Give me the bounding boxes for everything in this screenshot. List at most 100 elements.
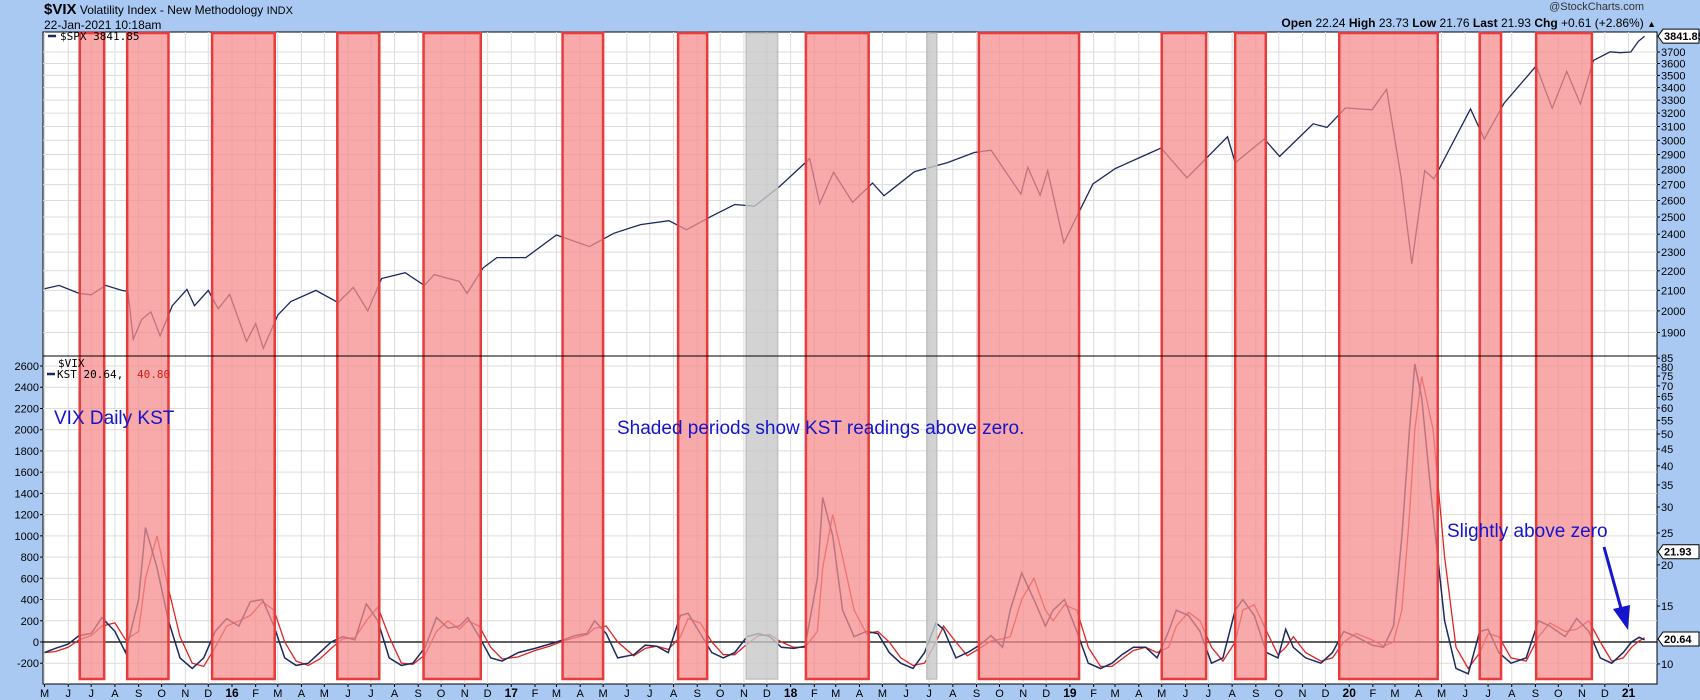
x-tick-label: D: [1322, 688, 1330, 700]
arrow-icon: [1602, 546, 1630, 630]
x-tick-label: N: [1578, 688, 1586, 700]
left-axis-label: 1200: [15, 510, 39, 522]
tag-box: [1657, 631, 1700, 647]
x-tick-label: A: [1508, 688, 1516, 700]
vix-legend: $VIX: [58, 357, 85, 370]
x-tick-label: D: [204, 688, 212, 700]
x-tick-label: M: [1390, 688, 1399, 700]
left-axis-label: 2600: [15, 361, 39, 373]
x-tick-label: D: [1042, 688, 1050, 700]
right-axis-label: 75: [1661, 371, 1673, 383]
x-tick-label: N: [1299, 688, 1307, 700]
left-axis-label: 2400: [15, 382, 39, 394]
right-axis-label: 2100: [1661, 285, 1685, 297]
x-tick-label: A: [1228, 688, 1236, 700]
right-axis-label: 65: [1661, 391, 1673, 403]
x-tick-label: M: [878, 688, 887, 700]
x-tick-label: M: [1110, 688, 1119, 700]
vix-value-tag: 21.93: [1657, 544, 1700, 560]
x-tick-label: 20: [1343, 686, 1357, 700]
x-tick-label: J: [903, 688, 909, 700]
right-axis-label: 2400: [1661, 229, 1685, 241]
x-tick-label: O: [1275, 688, 1284, 700]
right-axis-label: 30: [1661, 502, 1673, 514]
tag-box: [1657, 28, 1700, 44]
x-tick-label: O: [157, 688, 166, 700]
right-axis-label: 2200: [1661, 266, 1685, 278]
x-tick-label: J: [65, 688, 71, 700]
x-tick-label: A: [670, 688, 678, 700]
right-axis-label: 3300: [1661, 95, 1685, 107]
right-axis-label: 35: [1661, 480, 1673, 492]
right-axis-label: 20: [1661, 560, 1673, 572]
annotation-title: VIX Daily KST: [54, 408, 175, 429]
left-axis-label: 2000: [15, 425, 39, 437]
x-tick-label: D: [1601, 688, 1609, 700]
spx-legend: $SPX 3841.85: [60, 30, 139, 43]
x-tick-label: M: [552, 688, 561, 700]
x-tick-label: J: [1183, 688, 1189, 700]
right-axis-label: 3600: [1661, 59, 1685, 71]
x-tick-label: J: [624, 688, 630, 700]
symbol: $VIX: [44, 1, 77, 18]
right-axis-label: 3000: [1661, 135, 1685, 147]
right-axis-label: 2000: [1661, 306, 1685, 318]
left-axis-label: 2200: [15, 403, 39, 415]
x-tick-label: D: [763, 688, 771, 700]
right-axis-label: 1900: [1661, 327, 1685, 339]
right-axis-label: 85: [1661, 353, 1673, 365]
tag-text: 3841.85: [1664, 31, 1700, 43]
x-tick-label: N: [1019, 688, 1027, 700]
x-tick-label: A: [1415, 688, 1423, 700]
right-axis-label: 2500: [1661, 212, 1685, 224]
chart-datetime: 22-Jan-2021 10:18am: [44, 18, 162, 32]
top-legend: $SPX 3841.85: [48, 30, 139, 43]
left-axis-label: 1400: [15, 488, 39, 500]
x-tick-label: M: [40, 688, 49, 700]
right-axis-label: 2300: [1661, 247, 1685, 259]
right-axis-label: 3100: [1661, 121, 1685, 133]
x-tick-label: F: [1369, 688, 1376, 700]
x-tick-label: M: [273, 688, 282, 700]
spx-value-tag: 3841.85: [1657, 28, 1700, 44]
x-tick-label: A: [576, 688, 584, 700]
x-tick-label: J: [647, 688, 653, 700]
x-tick-label: S: [1532, 688, 1539, 700]
left-axis-label: 1800: [15, 446, 39, 458]
x-tick-label: M: [1157, 688, 1166, 700]
right-axis-label: 3500: [1661, 70, 1685, 82]
right-axis-label: 2900: [1661, 150, 1685, 162]
exchange: INDX: [266, 5, 293, 17]
right-axis-label: 25: [1661, 528, 1673, 540]
x-tick-label: F: [252, 688, 259, 700]
x-tick-label: F: [1090, 688, 1097, 700]
bottom-legend: $VIX KST 20.64, 40.80: [47, 357, 170, 381]
annotation-arrow-note: Slightly above zero: [1447, 521, 1608, 542]
right-axis-label: 80: [1661, 362, 1673, 374]
right-axis-label: 2700: [1661, 180, 1685, 192]
left-axis-label: -200: [17, 658, 39, 670]
x-tick-label: A: [1135, 688, 1143, 700]
x-tick-label: 21: [1622, 686, 1636, 700]
right-axis-label: 40: [1661, 461, 1673, 473]
x-tick-label: J: [368, 688, 374, 700]
annotation-shading: Shaded periods show KST readings above z…: [617, 418, 1024, 439]
left-axis-label: 600: [21, 573, 39, 585]
right-axis-label: 55: [1661, 415, 1673, 427]
x-tick-label: 18: [784, 686, 798, 700]
right-axis-label: 2600: [1661, 195, 1685, 207]
x-tick-label: 19: [1063, 686, 1077, 700]
x-tick-label: M: [320, 688, 329, 700]
right-axis-label: 45: [1661, 444, 1673, 456]
left-axis-label: 400: [21, 595, 39, 607]
x-tick-label: J: [88, 688, 94, 700]
x-tick-label: A: [391, 688, 399, 700]
x-tick-label: J: [1485, 688, 1491, 700]
x-tick-label: A: [298, 688, 306, 700]
x-tick-label: J: [926, 688, 932, 700]
x-tick-label: S: [694, 688, 701, 700]
tag-text: 21.93: [1664, 547, 1692, 559]
right-axis-label: 2800: [1661, 164, 1685, 176]
right-axis-label: 3400: [1661, 83, 1685, 95]
